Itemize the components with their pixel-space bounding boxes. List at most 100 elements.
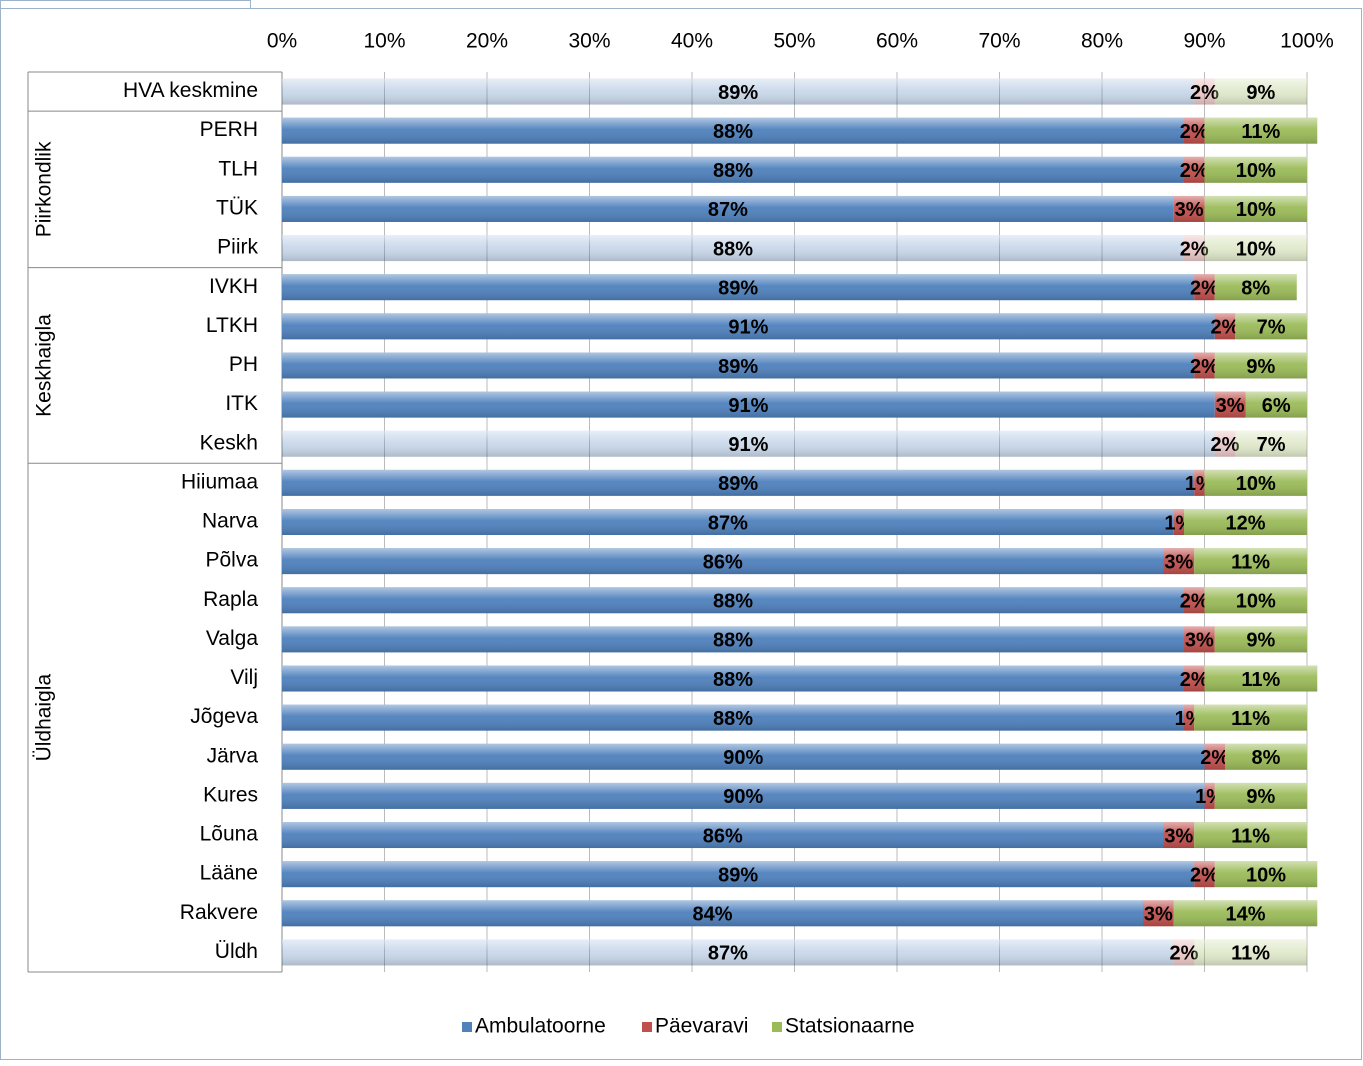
- bar-segment: [1214, 78, 1307, 105]
- bar-gloss: [1184, 587, 1205, 614]
- bar-gloss: [282, 352, 1195, 379]
- bar-segment: [1204, 587, 1307, 614]
- bar-gloss: [282, 313, 1215, 340]
- bar-gloss: [282, 235, 1184, 262]
- data-label: 90%: [723, 747, 763, 769]
- frame: [0, 8, 1362, 1060]
- bar-segment: [282, 548, 1164, 575]
- bar-gloss: [1204, 782, 1215, 809]
- bar-gloss: [1204, 469, 1307, 496]
- category-label: Piirk: [217, 236, 258, 259]
- bar-segment: [282, 587, 1184, 614]
- bar-gloss: [1194, 861, 1215, 888]
- data-label: 11%: [1241, 669, 1280, 691]
- bar-gloss: [282, 704, 1184, 731]
- category-label: Vilj: [230, 666, 258, 689]
- bar-segment: [1173, 509, 1184, 535]
- category-label: Hiiumaa: [181, 470, 258, 493]
- category-label: Järva: [207, 744, 259, 767]
- bar-segment: [282, 743, 1205, 770]
- category-label: Lääne: [200, 862, 258, 885]
- bar-gloss: [282, 861, 1195, 888]
- legend-swatch: [642, 1022, 652, 1032]
- data-label: 2%: [1200, 747, 1229, 769]
- data-label: 3%: [1175, 199, 1204, 221]
- data-label: 91%: [728, 317, 768, 339]
- data-label: 91%: [728, 434, 768, 456]
- data-label: 10%: [1236, 473, 1276, 495]
- bar-gloss: [1194, 469, 1205, 496]
- bar-gloss: [1204, 117, 1318, 144]
- bar-segment: [1194, 78, 1215, 105]
- data-label: 2%: [1180, 591, 1209, 613]
- bar-segment: [282, 352, 1195, 379]
- bar-gloss: [1194, 704, 1307, 731]
- bar-gloss: [1204, 195, 1307, 222]
- bar-gloss: [1204, 743, 1225, 770]
- bar-segment: [282, 117, 1184, 144]
- bar-gloss: [1163, 822, 1195, 849]
- bar-segment: [1245, 391, 1307, 418]
- bar-gloss: [282, 626, 1184, 653]
- bar-gloss: [282, 665, 1184, 692]
- bar-gloss: [1204, 235, 1307, 262]
- bar-gloss: [282, 509, 1174, 535]
- bar-gloss: [1204, 665, 1318, 692]
- bar-gloss: [282, 939, 1174, 966]
- bar-gloss: [1214, 391, 1246, 418]
- bar-segment: [1214, 352, 1307, 379]
- category-label: Keskh: [200, 431, 258, 454]
- data-label: 2%: [1180, 121, 1209, 143]
- x-tick-label: 90%: [1183, 30, 1225, 53]
- data-label: 2%: [1180, 669, 1209, 691]
- bar-gloss: [1163, 548, 1195, 575]
- x-tick-label: 100%: [1280, 30, 1334, 53]
- bar-gloss: [1143, 900, 1174, 927]
- bar-gloss: [1214, 626, 1307, 653]
- bar-gloss: [282, 391, 1215, 418]
- x-tick-label: 0%: [267, 30, 297, 53]
- bar-segment: [282, 665, 1184, 692]
- data-label: 8%: [1241, 277, 1270, 299]
- x-tick-label: 30%: [568, 30, 610, 53]
- data-label: 3%: [1216, 395, 1245, 417]
- bar-segment: [1184, 509, 1307, 535]
- bar-segment: [282, 939, 1174, 966]
- bar-segment: [1214, 274, 1297, 301]
- legend-swatch: [772, 1022, 782, 1032]
- bar-gloss: [1184, 665, 1205, 692]
- category-label: Jõgeva: [190, 705, 258, 728]
- data-label: 89%: [718, 82, 758, 104]
- data-label: 8%: [1252, 747, 1281, 769]
- bar-gloss: [282, 78, 1195, 105]
- data-label: 9%: [1246, 356, 1275, 378]
- tab: [0, 0, 251, 9]
- bar-gloss: [1235, 430, 1307, 457]
- bar-segment: [282, 822, 1164, 849]
- data-label: 88%: [713, 591, 753, 613]
- bar-segment: [282, 235, 1184, 262]
- bar-segment: [282, 274, 1195, 301]
- bar-segment: [1204, 235, 1307, 262]
- bar-segment: [1194, 548, 1307, 575]
- bar-segment: [1235, 430, 1307, 457]
- bar-gloss: [1214, 352, 1307, 379]
- x-tick-label: 60%: [876, 30, 918, 53]
- group-label: Piirkondlik: [33, 141, 56, 237]
- bar-gloss: [282, 782, 1205, 809]
- bar-segment: [1194, 704, 1307, 731]
- category-label: PERH: [200, 118, 258, 141]
- bar-gloss: [1214, 313, 1236, 340]
- data-label: 10%: [1236, 238, 1276, 260]
- bar-segment: [1194, 352, 1215, 379]
- data-label: 9%: [1246, 82, 1275, 104]
- legend-label: Päevaravi: [655, 1015, 748, 1038]
- bar-gloss: [1194, 939, 1307, 966]
- bar-segment: [1194, 861, 1215, 888]
- bar-segment: [282, 156, 1184, 183]
- data-label: 89%: [718, 277, 758, 299]
- data-label: 3%: [1164, 551, 1193, 573]
- bar-gloss: [1194, 822, 1307, 849]
- category-label: TÜK: [216, 197, 258, 220]
- bar-segment: [282, 782, 1205, 809]
